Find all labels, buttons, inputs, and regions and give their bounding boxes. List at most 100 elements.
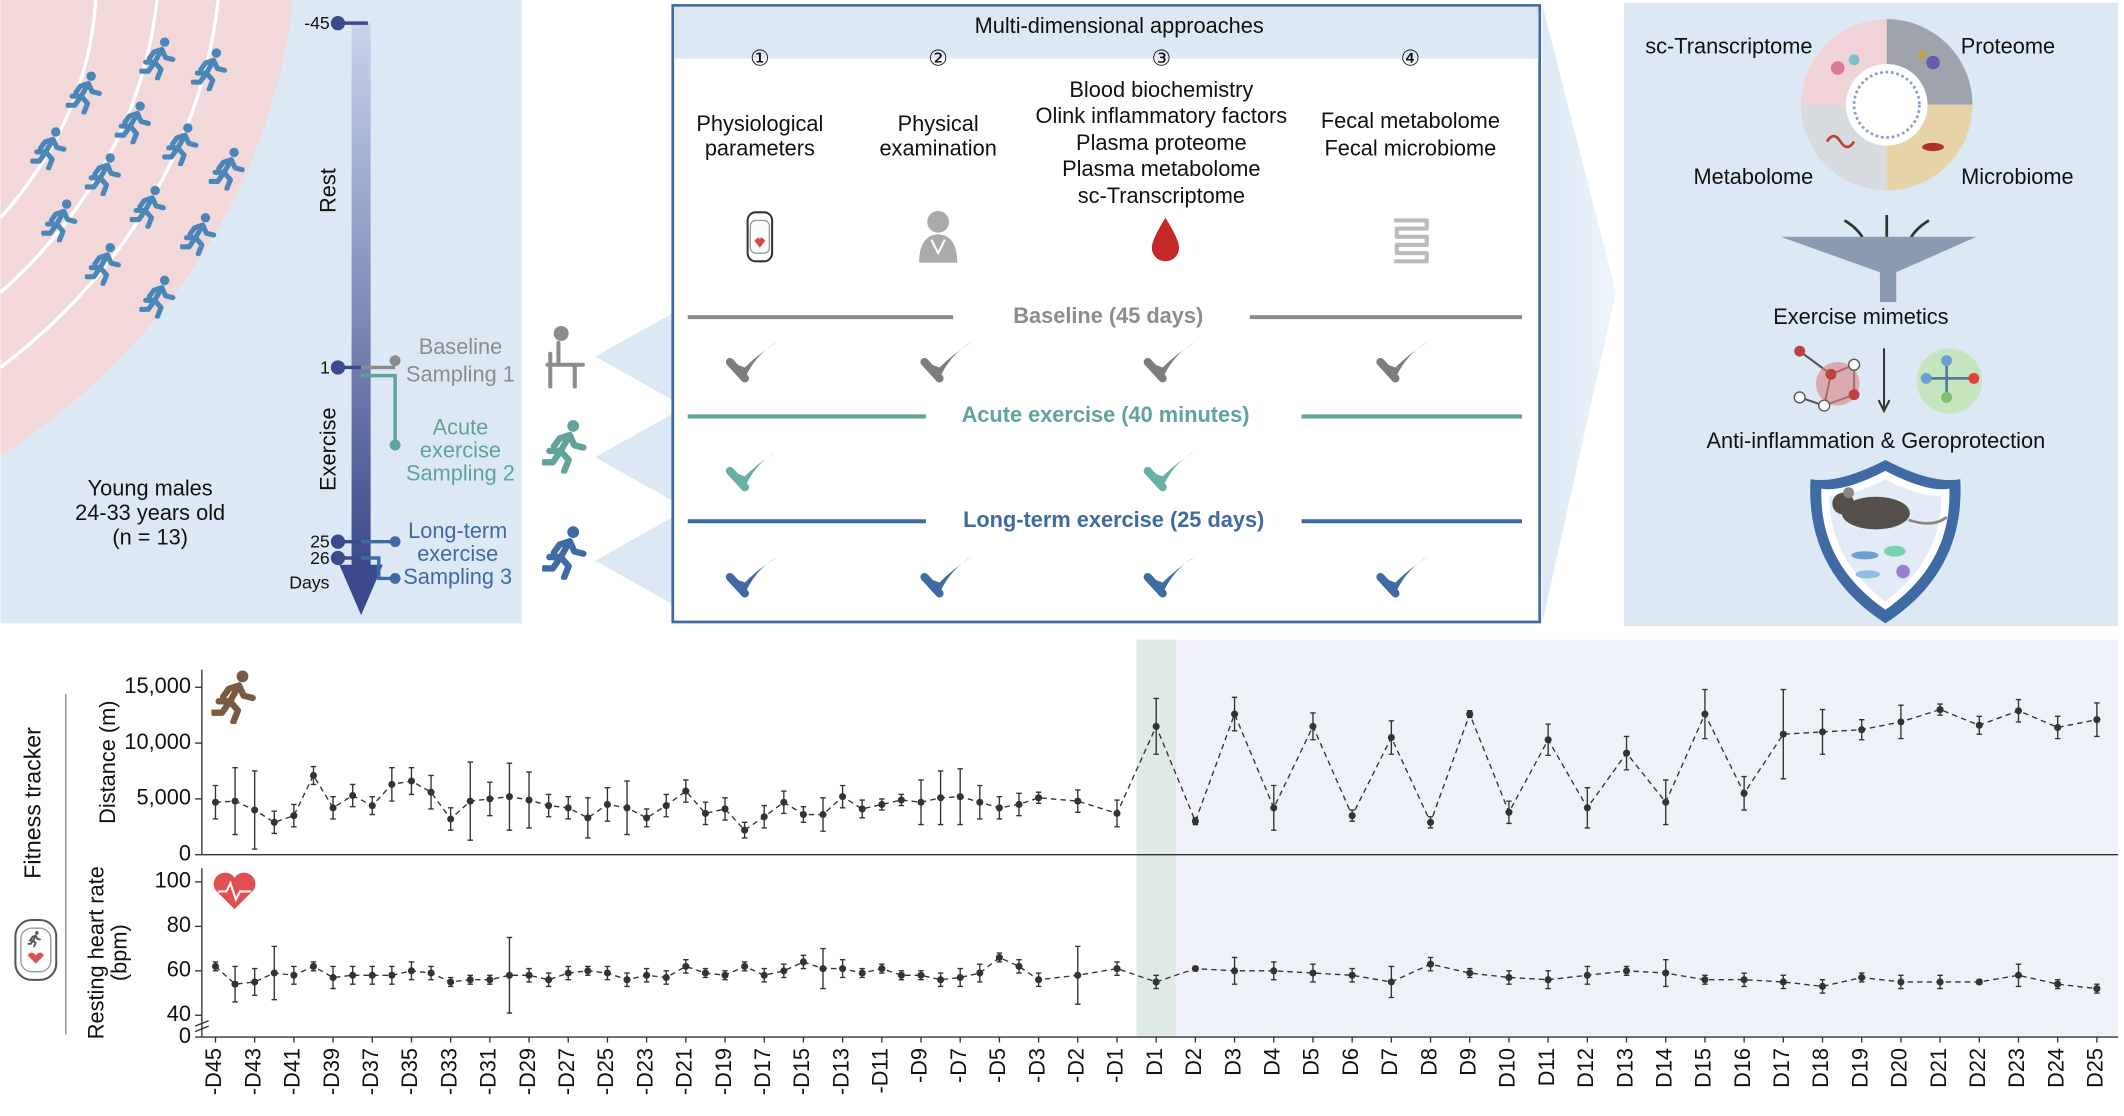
data-point — [388, 780, 396, 788]
data-point — [545, 976, 553, 984]
data-point — [1544, 976, 1552, 984]
x-tick-label: -D33 — [436, 1048, 461, 1095]
data-point — [917, 798, 925, 806]
data-point — [2054, 980, 2062, 988]
sampling-label: Acute — [433, 414, 489, 439]
x-tick-label: D1 — [1142, 1048, 1167, 1076]
column-text: Olink inflammatory factors — [1036, 103, 1288, 128]
omics-label: Proteome — [1961, 33, 2055, 58]
omics-wheel — [1801, 19, 1973, 191]
data-point — [1701, 710, 1709, 718]
data-point — [1505, 808, 1513, 816]
data-point — [1152, 722, 1160, 730]
phase-label: Acute exercise (40 minutes) — [962, 402, 1250, 427]
x-tick-label: -D43 — [240, 1048, 265, 1095]
column-text: examination — [879, 135, 996, 160]
data-point — [349, 792, 357, 800]
column-text: Plasma proteome — [1076, 130, 1247, 155]
x-tick-label: -D23 — [632, 1048, 657, 1095]
data-point — [1662, 969, 1670, 977]
x-tick-label: -D13 — [828, 1048, 853, 1095]
x-tick-label: -D41 — [280, 1048, 305, 1095]
data-point — [427, 969, 435, 977]
x-tick-label: D10 — [1495, 1048, 1520, 1088]
distance-icon — [213, 671, 253, 722]
data-point — [819, 965, 827, 973]
data-point — [290, 971, 298, 979]
data-point — [466, 976, 474, 984]
data-point — [1975, 978, 1983, 986]
column-text: sc-Transcriptome — [1078, 183, 1245, 208]
fitness-side: Fitness tracker — [14, 694, 67, 1035]
data-point — [1231, 967, 1239, 975]
data-point — [231, 980, 239, 988]
y-tick-label: 80 — [167, 912, 191, 937]
data-point — [486, 795, 494, 803]
data-point — [447, 978, 455, 986]
data-point — [858, 969, 866, 977]
x-tick-label: D22 — [1965, 1048, 1990, 1088]
mimetics-label: Exercise mimetics — [1773, 304, 1948, 329]
data-point — [1309, 722, 1317, 730]
sampling-label: Sampling 3 — [403, 564, 512, 589]
data-point — [231, 797, 239, 805]
data-point — [976, 969, 984, 977]
heart-icon-line — [218, 880, 251, 903]
x-tick-label: D15 — [1691, 1048, 1716, 1088]
y-tick-label: 0 — [179, 840, 191, 865]
x-tick-label: -D15 — [789, 1048, 814, 1095]
data-point — [1622, 967, 1631, 975]
sampling-label: exercise — [417, 541, 498, 566]
x-tick-label: -D37 — [358, 1048, 383, 1095]
data-point — [1387, 733, 1395, 742]
x-tick-label: D18 — [1808, 1048, 1833, 1088]
x-tick-label: D5 — [1299, 1048, 1324, 1076]
x-tick-label: -D1 — [1103, 1048, 1128, 1083]
x-tick-label: D19 — [1847, 1048, 1872, 1088]
data-point — [2054, 723, 2062, 732]
data-point — [1270, 967, 1278, 975]
data-point — [211, 962, 220, 970]
data-point — [1191, 817, 1199, 825]
column-text: Fecal metabolome — [1321, 108, 1500, 133]
data-point — [956, 793, 964, 801]
data-point — [329, 804, 337, 812]
data-point — [917, 971, 925, 979]
timeline-tick: 1 — [320, 357, 330, 377]
x-tick-label: D3 — [1220, 1048, 1245, 1076]
sampling-brackets — [361, 355, 401, 584]
data-point — [368, 802, 376, 810]
column-text: Physical — [898, 111, 979, 136]
data-point — [858, 805, 866, 813]
approaches-box: Multi-dimensional approaches ① ② ③ ④ Phy… — [671, 4, 1542, 624]
data-point — [839, 793, 847, 801]
data-point — [956, 973, 964, 982]
axis-break — [194, 1020, 209, 1033]
data-point — [760, 813, 768, 821]
data-point — [780, 798, 788, 806]
column-number: ③ — [1152, 46, 1172, 71]
exercise-shade — [1136, 639, 2119, 1038]
data-point — [878, 800, 886, 809]
data-point — [721, 971, 729, 979]
y-axis-label: Resting heart rate — [83, 866, 108, 1039]
omics-label: Microbiome — [1961, 164, 2073, 189]
data-point — [1622, 749, 1631, 757]
y-tick-label: 10,000 — [124, 729, 191, 754]
x-tick-label: -D9 — [907, 1048, 932, 1083]
y-tick-label: 100 — [155, 868, 191, 893]
right-panel: sc-Transcriptome Proteome Metabolome Mic… — [1624, 2, 2119, 627]
data-point — [505, 793, 513, 801]
x-tick-label: -D39 — [319, 1048, 344, 1095]
x-tick-label: -D11 — [868, 1048, 893, 1094]
x-tick-label: D21 — [1926, 1048, 1951, 1088]
data-point — [1152, 978, 1160, 986]
x-tick-label: D7 — [1377, 1048, 1402, 1076]
sampling-label: exercise — [420, 438, 501, 463]
data-point — [251, 978, 259, 986]
sampling-label: Sampling 1 — [406, 361, 515, 386]
data-point — [1897, 978, 1905, 986]
x-tick-label: -D2 — [1064, 1048, 1089, 1083]
data-point — [603, 800, 611, 809]
data-point — [1779, 730, 1787, 738]
